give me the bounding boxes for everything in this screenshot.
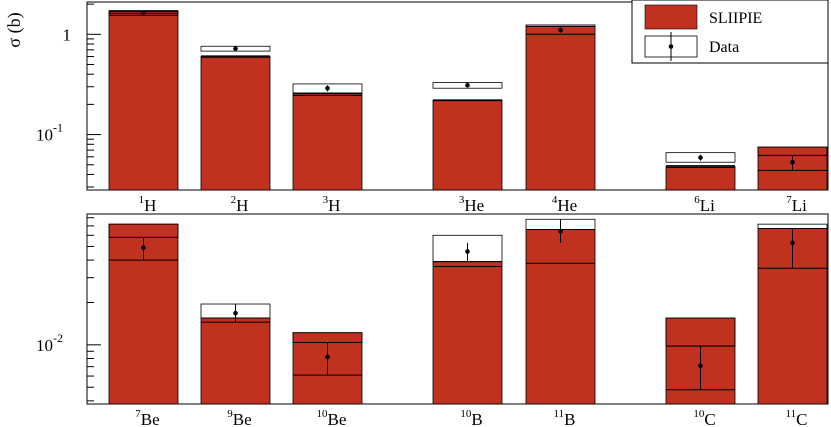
x-tick-label-symbol: Be <box>141 410 160 427</box>
x-tick-label-mass: 10 <box>693 408 705 420</box>
data-point <box>233 310 238 316</box>
data-point <box>790 159 795 165</box>
x-tick-label-symbol: C <box>704 410 715 427</box>
data-point <box>790 240 795 246</box>
x-tick-label: 7Be <box>135 408 159 427</box>
x-tick-label-mass: 7 <box>786 194 792 206</box>
x-tick-label: 2H <box>231 194 249 215</box>
data-point <box>558 27 563 33</box>
x-tick-label: 7Li <box>786 194 807 215</box>
legend-swatch-sliipie <box>644 4 698 30</box>
model-bar <box>432 99 503 191</box>
x-tick-label: 4He <box>552 194 577 215</box>
model-bar <box>108 10 179 191</box>
data-box <box>665 152 736 163</box>
nuclide-group-10Be: 10Be <box>292 332 363 427</box>
model-bar <box>665 166 736 191</box>
data-point <box>141 245 146 250</box>
data-box <box>200 45 271 52</box>
x-tick-label-mass: 1 <box>139 194 145 206</box>
nuclide-group-7Li: 7Li <box>757 146 828 215</box>
nuclide-group-3H: 3H <box>292 83 363 215</box>
y-axis-label: σ (b) <box>4 12 25 47</box>
nuclide-group-9Be: 9Be <box>200 303 271 427</box>
x-tick-label-symbol: He <box>464 196 484 215</box>
x-tick-label-symbol: He <box>557 196 577 215</box>
legend-data-point <box>668 44 674 49</box>
x-tick-label-mass: 10 <box>317 408 329 420</box>
data-point <box>698 155 703 160</box>
x-tick-label: 3H <box>323 194 341 215</box>
data-point <box>465 249 470 254</box>
model-bar <box>525 25 596 191</box>
y-tick-label-exponent: -2 <box>53 331 63 345</box>
x-tick-label: 10B <box>460 408 482 427</box>
nuclide-group-10C: 10C <box>665 317 736 427</box>
data-point <box>141 10 146 15</box>
model-bar <box>432 261 503 405</box>
x-tick-label-mass: 11 <box>786 408 797 420</box>
x-tick-label-symbol: H <box>328 196 340 215</box>
data-box <box>292 83 363 94</box>
x-tick-label-mass: 11 <box>554 408 565 420</box>
x-tick-label-symbol: Be <box>328 410 347 427</box>
x-tick-label-symbol: H <box>144 196 156 215</box>
nuclide-group-6Li: 6Li <box>665 152 736 215</box>
nuclide-group-3He: 3He <box>432 82 503 215</box>
x-tick-label: 9Be <box>227 408 251 427</box>
x-tick-label: 3He <box>459 194 484 215</box>
x-tick-label-symbol: H <box>236 196 248 215</box>
top-panel: 110 -11H 2H 3H 3He 4He 6Li 7Li <box>36 1 829 215</box>
data-point <box>233 46 238 51</box>
nuclide-group-11B: 11B <box>525 218 596 427</box>
x-tick-label-symbol: Be <box>233 410 252 427</box>
x-tick-label-mass: 7 <box>135 408 141 420</box>
legend-label-sliipie: SLIIPIE <box>709 10 762 27</box>
legend-label-data: Data <box>709 39 739 56</box>
y-tick-label-base: 10 <box>36 336 53 355</box>
data-point <box>698 363 703 369</box>
data-point <box>325 354 330 360</box>
x-tick-label-mass: 3 <box>323 194 329 206</box>
nuclide-group-4He: 4He <box>525 24 596 215</box>
model-bar <box>525 229 596 405</box>
x-tick-label: 10Be <box>317 408 347 427</box>
data-box <box>432 82 503 89</box>
x-tick-label-symbol: C <box>796 410 807 427</box>
x-tick-label: 11B <box>554 408 576 427</box>
x-tick-label: 1H <box>139 194 157 215</box>
x-tick-label-symbol: B <box>564 410 575 427</box>
x-tick-label-symbol: Li <box>700 196 715 215</box>
x-tick-label-mass: 2 <box>231 194 237 206</box>
data-point <box>465 83 470 88</box>
x-tick-label-mass: 3 <box>459 194 465 206</box>
x-tick-label-mass: 6 <box>694 194 700 206</box>
x-tick-label: 11C <box>786 408 808 427</box>
data-point <box>558 229 563 234</box>
data-box <box>757 223 828 229</box>
nuclide-group-2H: 2H <box>200 45 271 215</box>
nuclide-group-7Be: 7Be <box>108 223 179 427</box>
x-tick-label-symbol: Li <box>792 196 807 215</box>
x-tick-label-symbol: B <box>471 410 482 427</box>
nuclide-group-10B: 10B <box>432 234 503 427</box>
model-bar <box>292 93 363 191</box>
x-tick-label-mass: 4 <box>552 194 558 206</box>
x-tick-label-mass: 10 <box>460 408 472 420</box>
y-tick-label-base: 10 <box>36 126 53 145</box>
data-point <box>325 85 330 91</box>
x-tick-label: 6Li <box>694 194 715 215</box>
y-tick-label: 1 <box>63 25 72 44</box>
x-tick-label-mass: 9 <box>227 408 233 420</box>
model-bar <box>200 56 271 191</box>
nuclide-group-11C: 11C <box>757 223 828 427</box>
model-bar <box>200 317 271 405</box>
nuclide-group-1H: 1H <box>108 10 179 215</box>
data-box <box>525 24 596 27</box>
x-tick-label: 10C <box>693 408 715 427</box>
y-tick-label-exponent: -1 <box>53 121 63 135</box>
legend: SLIIPIE Data <box>631 0 829 64</box>
